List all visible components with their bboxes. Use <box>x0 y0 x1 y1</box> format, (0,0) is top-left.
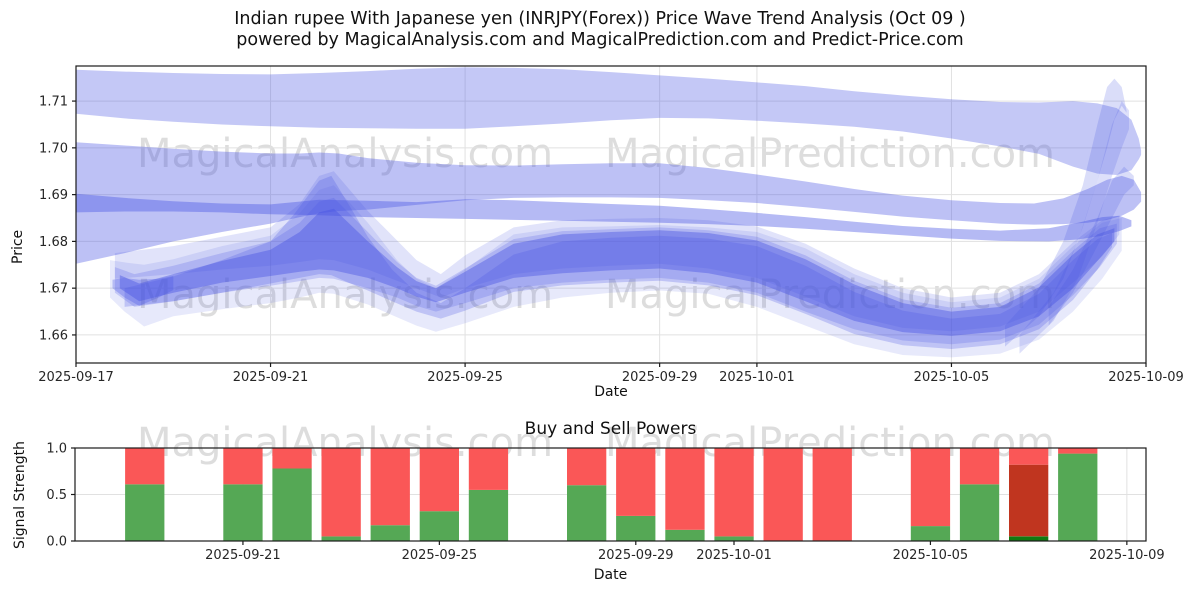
bar-segment-buy <box>223 484 263 541</box>
signal-x-tick-label: 2025-10-01 <box>696 548 772 563</box>
price-wave-band <box>76 67 1142 175</box>
price-x-axis-label: Date <box>594 384 628 400</box>
bar-segment-buy <box>321 536 361 541</box>
bar-segment-buy <box>910 526 951 541</box>
signal-y-tick-label: 0.0 <box>46 535 67 550</box>
price-wave-band <box>119 208 1115 336</box>
bar-segment-sell <box>959 448 1000 485</box>
price-wave-chart: 1.71 1.70 1.69 1.68 1.67 1.66 2025-09-17 2025-0… <box>38 65 1184 385</box>
price-wave-band <box>110 185 1122 358</box>
price-y-tick-label: 1.70 <box>39 141 68 156</box>
price-y-axis-label: Price <box>10 229 26 264</box>
price-wave-band <box>1005 78 1127 347</box>
price-y-tick-label: 1.71 <box>39 95 68 110</box>
price-wave-band <box>1019 101 1129 354</box>
signal-y-tick-label: 0.5 <box>46 488 67 503</box>
bar-segment-sell <box>468 448 509 490</box>
price-x-tick-label: 2025-09-21 <box>233 370 309 385</box>
price-x-tick-label: 2025-09-17 <box>38 370 114 385</box>
price-wave-band <box>1048 166 1134 326</box>
bar-segment-sell <box>419 448 459 512</box>
bar-segment-buy <box>272 468 312 541</box>
bar-segment-sell <box>567 448 607 486</box>
bar-segment-buy <box>714 536 754 541</box>
signal-x-tick-label: 2025-09-21 <box>205 548 281 563</box>
buy-sell-chart: 1.0 0.5 0.0 2025-09-21 2025-09-25 2025-09-29 2… <box>46 442 1164 564</box>
bar-segment-buy_dark <box>1009 536 1049 541</box>
bar-segment-sell <box>616 448 656 516</box>
price-x-tick-label: 2025-10-09 <box>1108 370 1184 385</box>
bar-segment-sell <box>1009 448 1049 465</box>
bar-segment-sell <box>812 448 852 541</box>
bar-segment-sell <box>223 448 263 485</box>
price-x-tick-label: 2025-10-01 <box>719 370 795 385</box>
price-x-tick-label: 2025-09-29 <box>622 370 698 385</box>
bar-segment-sell <box>665 448 705 530</box>
price-wave-band <box>114 171 1120 332</box>
bar-segment-sell <box>125 448 165 485</box>
price-wave-band <box>76 142 1142 264</box>
price-wave-band <box>114 197 1117 345</box>
signal-x-tick-label: 2025-10-05 <box>893 548 969 563</box>
price-plot-border <box>75 65 1147 364</box>
signal-y-tick-label: 1.0 <box>46 442 67 457</box>
price-wave-band <box>124 175 1113 349</box>
bar-segment-sell <box>370 448 410 526</box>
bar-segment-sell <box>1058 448 1098 454</box>
bar-segment-buy <box>419 511 459 541</box>
bar-segment-sell_dark <box>1009 464 1049 537</box>
bar-segment-sell <box>321 448 361 537</box>
price-y-tick-label: 1.66 <box>39 328 68 343</box>
signal-x-tick-label: 2025-10-09 <box>1089 548 1165 563</box>
bar-segment-buy <box>370 525 410 541</box>
price-wave-band <box>112 276 174 306</box>
bar-segment-sell <box>272 448 312 469</box>
figure-title: Indian rupee With Japanese yen (INRJPY(F… <box>0 9 1200 51</box>
price-y-tick-label: 1.69 <box>39 188 68 203</box>
bar-segment-buy <box>468 489 509 541</box>
price-x-tick-label: 2025-10-05 <box>914 370 990 385</box>
signal-x-axis-label: Date <box>593 567 628 583</box>
bar-segment-buy <box>567 485 607 541</box>
figure-title-line1: Indian rupee With Japanese yen (INRJPY(F… <box>234 9 966 29</box>
price-y-tick-label: 1.67 <box>39 282 68 297</box>
price-x-tick-label: 2025-09-25 <box>427 370 503 385</box>
bar-segment-sell <box>714 448 754 537</box>
price-wave-band <box>76 193 1132 242</box>
buy-sell-chart-title: Buy and Sell Powers <box>524 419 697 439</box>
bar-segment-buy <box>125 484 165 541</box>
bar-segment-sell <box>763 448 803 541</box>
bar-segment-buy <box>616 515 656 541</box>
signal-y-axis-label: Signal Strength <box>12 441 28 550</box>
bar-segment-buy <box>959 484 1000 541</box>
bar-segment-buy <box>665 529 705 541</box>
bar-segment-sell <box>910 448 951 527</box>
figure-title-line2: powered by MagicalAnalysis.com and Magic… <box>236 30 964 50</box>
price-y-tick-label: 1.68 <box>39 235 68 250</box>
bar-segment-buy <box>1058 453 1098 541</box>
signal-x-tick-label: 2025-09-25 <box>402 548 478 563</box>
signal-x-tick-label: 2025-09-29 <box>598 548 674 563</box>
